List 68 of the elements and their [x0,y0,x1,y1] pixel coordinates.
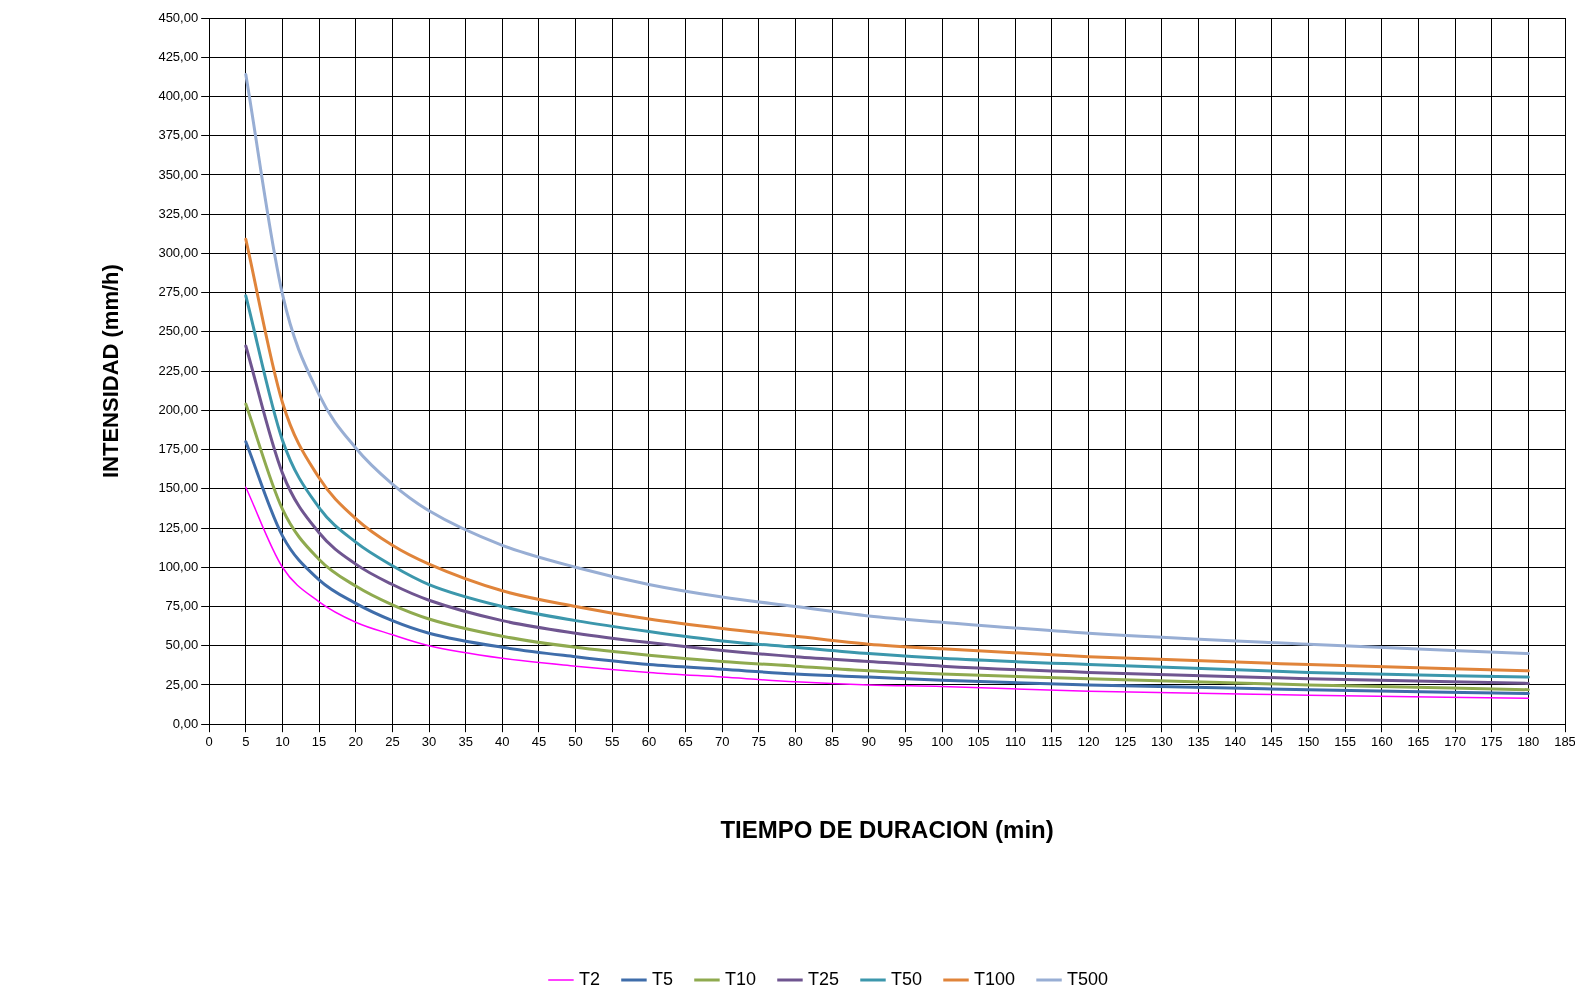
x-tick-label: 120 [1077,734,1100,750]
y-tick-label: 125,00 [158,519,199,535]
y-tick-label: 150,00 [158,480,199,496]
x-tick-label: 175 [1480,734,1503,750]
x-tick-label: 90 [861,734,876,750]
x-tick-label: 5 [242,734,250,750]
x-tick-label: 185 [1554,734,1575,750]
legend-label: T100 [974,968,1016,989]
x-tick-label: 20 [348,734,363,750]
x-tick-label: 165 [1407,734,1430,750]
x-tick-label: 125 [1114,734,1137,750]
y-tick-label: 325,00 [158,205,199,221]
y-tick-label: 50,00 [165,637,199,653]
x-tick-label: 170 [1444,734,1466,750]
y-tick-label: 425,00 [158,48,199,64]
x-tick-label: 145 [1260,734,1283,750]
x-tick-label: 180 [1517,734,1540,750]
x-tick-label: 35 [458,734,473,750]
x-tick-label: 25 [385,734,400,750]
legend-label: T25 [807,968,839,989]
x-tick-label: 10 [275,734,290,750]
y-tick-label: 450,00 [158,9,199,25]
x-tick-label: 60 [641,734,657,750]
legend-label: T10 [724,968,756,989]
x-tick-label: 45 [531,734,547,750]
x-tick-label: 115 [1041,734,1063,750]
x-tick-label: 15 [311,734,327,750]
y-tick-label: 350,00 [158,166,199,182]
y-tick-label: 100,00 [158,558,199,574]
y-tick-label: 250,00 [158,323,199,339]
y-tick-label: 175,00 [158,441,199,457]
x-tick-label: 50 [568,734,583,750]
x-tick-label: 110 [1004,734,1026,750]
y-tick-label: 25,00 [165,676,199,692]
x-tick-label: 80 [788,734,803,750]
x-tick-label: 65 [678,734,693,750]
legend-label: T5 [651,968,673,989]
x-tick-label: 135 [1187,734,1210,750]
x-tick-label: 105 [967,734,990,750]
y-tick-label: 275,00 [158,284,199,300]
y-tick-label: 400,00 [158,88,199,104]
x-tick-label: 150 [1297,734,1320,750]
x-tick-label: 155 [1334,734,1356,750]
y-axis-title: INTENSIDAD (mm/h) [98,264,124,479]
x-tick-label: 130 [1151,734,1173,750]
x-tick-label: 100 [931,734,953,750]
x-tick-label: 30 [421,734,437,750]
x-tick-label: 0 [205,734,213,750]
x-tick-label: 140 [1224,734,1247,750]
x-tick-label: 40 [495,734,510,750]
y-tick-label: 225,00 [158,362,199,378]
x-tick-label: 95 [898,734,913,750]
y-tick-label: 200,00 [158,401,199,417]
legend-label: T2 [578,968,600,989]
y-tick-label: 300,00 [158,244,199,260]
x-tick-label: 70 [714,734,730,750]
x-axis-title: TIEMPO DE DURACION (min) [720,816,1054,844]
x-tick-label: 75 [751,734,767,750]
line-series [245,486,1530,700]
legend-label: T500 [1067,968,1109,989]
x-tick-label: 55 [605,734,620,750]
x-tick-label: 160 [1370,734,1393,750]
y-tick-label: 0,00 [172,715,199,731]
y-tick-label: 75,00 [165,598,199,614]
line-series [244,73,1530,656]
x-tick-label: 85 [824,734,840,750]
y-tick-label: 375,00 [158,127,199,143]
legend-label: T50 [890,968,923,989]
